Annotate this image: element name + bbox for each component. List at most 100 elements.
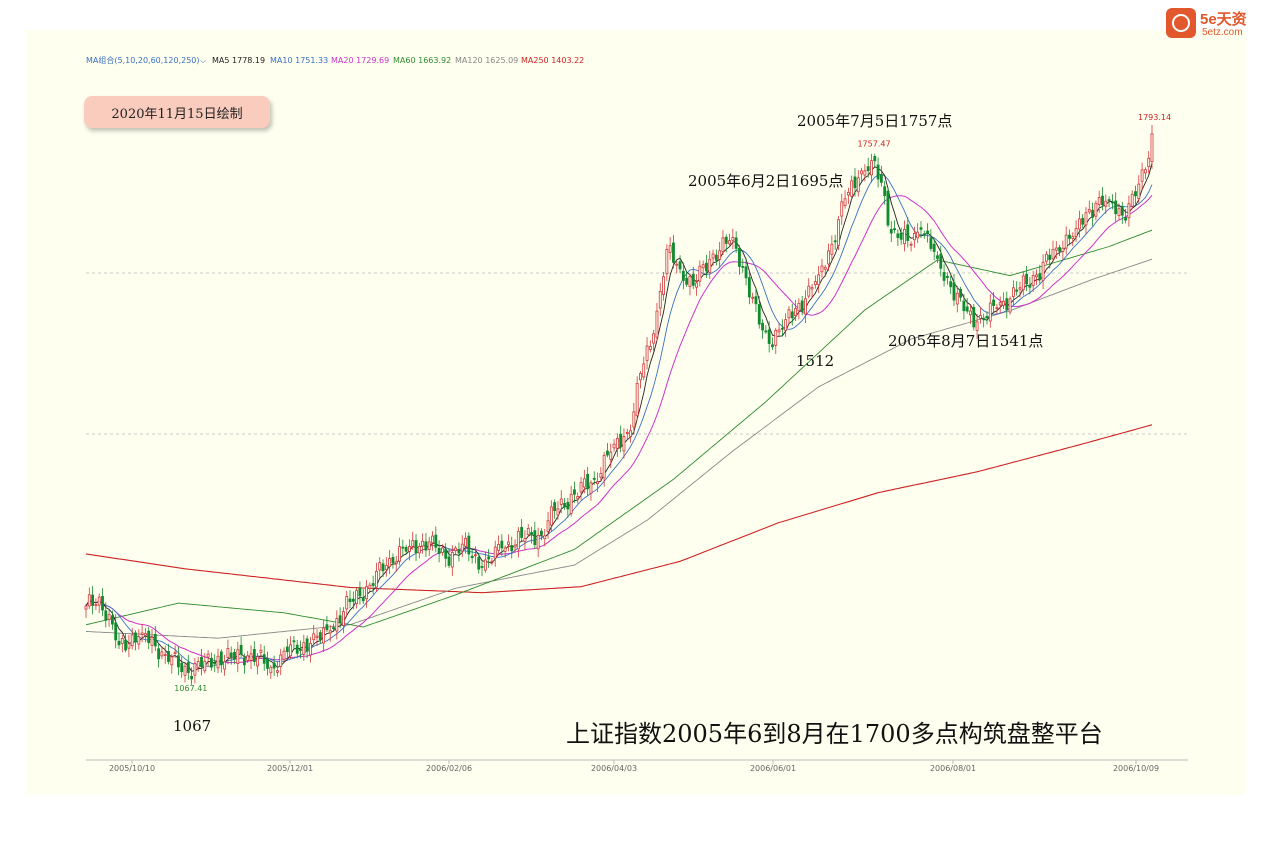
candle — [361, 589, 365, 604]
candle — [1011, 280, 1015, 306]
candle — [985, 311, 989, 325]
candle — [1143, 167, 1147, 180]
candle — [929, 229, 933, 252]
candle — [1107, 196, 1111, 208]
candle — [153, 626, 157, 651]
candle — [675, 260, 679, 274]
candle — [209, 652, 213, 671]
date-stamp: 2020年11月15日绘制 — [84, 96, 270, 128]
candle — [1061, 240, 1065, 260]
candle — [190, 667, 194, 685]
ma250-line — [85, 424, 1153, 594]
candle — [351, 591, 355, 610]
candle — [899, 227, 903, 245]
candle — [549, 500, 553, 532]
candle — [282, 647, 286, 663]
legend-ma60: MA60 1663.92 — [393, 56, 451, 65]
candle — [490, 557, 494, 566]
candle — [559, 490, 563, 514]
candle — [1114, 192, 1118, 222]
candle — [305, 635, 309, 659]
candle — [764, 325, 768, 334]
candle — [823, 264, 827, 277]
candle — [860, 167, 863, 182]
candle — [639, 370, 642, 389]
candle — [606, 443, 609, 458]
candle — [120, 635, 124, 653]
candle — [1015, 281, 1019, 296]
candle — [355, 587, 359, 609]
candle — [213, 654, 217, 673]
candle — [665, 244, 669, 281]
candle — [1005, 291, 1009, 319]
brand-logo[interactable]: 5e天资 5etz.com — [1166, 8, 1270, 40]
candle — [579, 476, 583, 500]
candle — [384, 557, 388, 577]
candle — [444, 543, 448, 568]
candle — [322, 620, 326, 652]
candle — [695, 274, 698, 296]
candle — [1025, 265, 1029, 292]
candle — [358, 581, 362, 605]
candle — [1077, 210, 1081, 238]
candle — [368, 582, 372, 592]
candle — [678, 255, 682, 274]
candle — [398, 537, 401, 566]
legend-ma-group[interactable]: MA组合(5,10,20,60,120,250) — [86, 55, 200, 65]
candle — [685, 271, 689, 287]
candle — [170, 653, 174, 674]
candle — [1081, 214, 1085, 229]
candle — [602, 451, 606, 487]
candle — [173, 645, 177, 658]
candle — [97, 593, 101, 614]
candle — [1038, 264, 1042, 284]
candle — [866, 157, 870, 178]
candle — [513, 539, 517, 553]
candle — [965, 298, 969, 314]
candle — [747, 272, 751, 305]
candle — [883, 181, 887, 205]
candle — [655, 302, 659, 342]
candle — [992, 291, 996, 314]
candle — [497, 535, 500, 556]
candle — [668, 236, 672, 260]
legend-ma250: MA250 1403.22 — [521, 56, 584, 65]
candle — [447, 547, 451, 569]
chevron-down-icon[interactable]: ⌵ — [200, 56, 206, 65]
candle — [140, 624, 144, 643]
candle — [856, 170, 860, 197]
candle — [117, 633, 121, 649]
candle — [658, 282, 662, 317]
candle — [388, 550, 392, 575]
candle — [589, 480, 593, 501]
candle — [1117, 203, 1121, 221]
candle — [1002, 292, 1005, 310]
candle — [827, 243, 830, 272]
logo-icon — [1166, 8, 1196, 38]
candle — [375, 562, 378, 592]
candle — [493, 540, 497, 567]
candle — [728, 233, 731, 247]
chart-caption: 上证指数2005年6到8月在1700多点构筑盘整平台 — [566, 720, 1103, 748]
chart-panel — [26, 30, 1245, 795]
candle — [635, 376, 639, 421]
candle — [879, 165, 883, 187]
candle — [167, 643, 170, 665]
candle — [870, 153, 873, 183]
x-tick-label: 2006/08/01 — [930, 764, 976, 773]
candle — [480, 561, 484, 577]
candle — [893, 220, 896, 234]
candle — [441, 544, 444, 556]
candle — [1097, 190, 1101, 213]
candle — [150, 628, 154, 654]
candle — [804, 290, 807, 323]
x-tick-label: 2006/02/06 — [426, 764, 472, 773]
candle — [1018, 281, 1022, 298]
candle — [487, 549, 491, 568]
candle — [246, 651, 250, 663]
candle — [216, 648, 220, 674]
candle — [701, 260, 705, 276]
candle — [810, 283, 814, 298]
candle — [817, 265, 821, 294]
